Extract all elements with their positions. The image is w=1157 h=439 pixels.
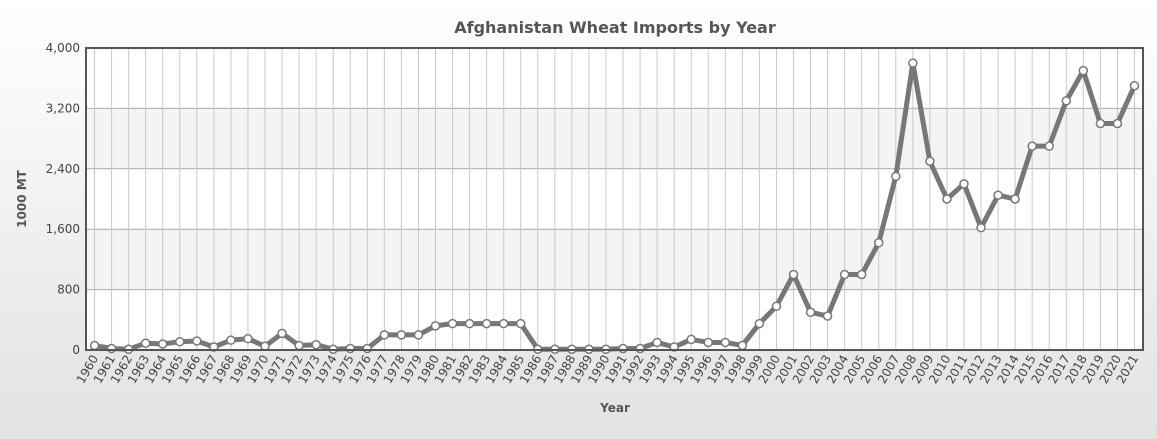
point [703, 337, 714, 348]
y-tick-label: 4,000 [46, 41, 80, 55]
point [686, 334, 696, 345]
point [652, 337, 662, 348]
plot-frame [85, 47, 1144, 351]
point [157, 339, 168, 349]
point [294, 340, 304, 351]
point [464, 318, 475, 329]
y-tick-label: 0 [72, 343, 80, 357]
point [737, 340, 748, 351]
point [908, 58, 918, 68]
point [788, 269, 799, 280]
point [942, 194, 952, 204]
point [311, 339, 321, 350]
y-tick-label: 1,600 [46, 222, 80, 236]
point [720, 337, 731, 348]
y-axis-label: 1000 MT [15, 169, 29, 228]
point [1078, 65, 1089, 76]
point [1027, 141, 1037, 151]
grid-band [86, 229, 1143, 290]
point [430, 321, 441, 331]
y-tick-label: 3,200 [46, 101, 80, 115]
point [856, 269, 867, 280]
point [89, 340, 100, 351]
plot-area [86, 48, 1143, 350]
point [498, 318, 509, 329]
point [106, 343, 117, 354]
point [396, 330, 407, 340]
point [805, 307, 816, 317]
point [925, 156, 935, 166]
point [1112, 118, 1123, 129]
point [1095, 118, 1106, 129]
point [175, 336, 185, 347]
chart-title: Afghanistan Wheat Imports by Year [454, 18, 776, 37]
point [993, 190, 1003, 200]
y-tick-label: 800 [57, 283, 80, 297]
point [362, 343, 373, 354]
point [959, 179, 969, 189]
point [345, 343, 355, 354]
point [1010, 194, 1020, 204]
point [839, 269, 850, 280]
point [243, 333, 253, 344]
point [413, 330, 424, 340]
point [635, 343, 645, 354]
point [379, 330, 390, 340]
point [140, 338, 151, 348]
point [447, 318, 458, 329]
point [618, 343, 628, 354]
point [226, 335, 236, 345]
point [1044, 141, 1054, 151]
y-tick-label: 2,400 [46, 162, 80, 176]
point [481, 318, 492, 329]
x-axis-label: Year [599, 401, 630, 415]
point [1129, 81, 1140, 91]
point [192, 336, 202, 346]
point [515, 318, 526, 329]
point [891, 171, 901, 182]
point [1061, 96, 1072, 106]
point [874, 238, 884, 248]
point [822, 311, 833, 321]
point [277, 328, 287, 339]
point [754, 318, 765, 329]
grid-band [86, 108, 1143, 169]
point [771, 301, 782, 311]
point [976, 222, 986, 233]
